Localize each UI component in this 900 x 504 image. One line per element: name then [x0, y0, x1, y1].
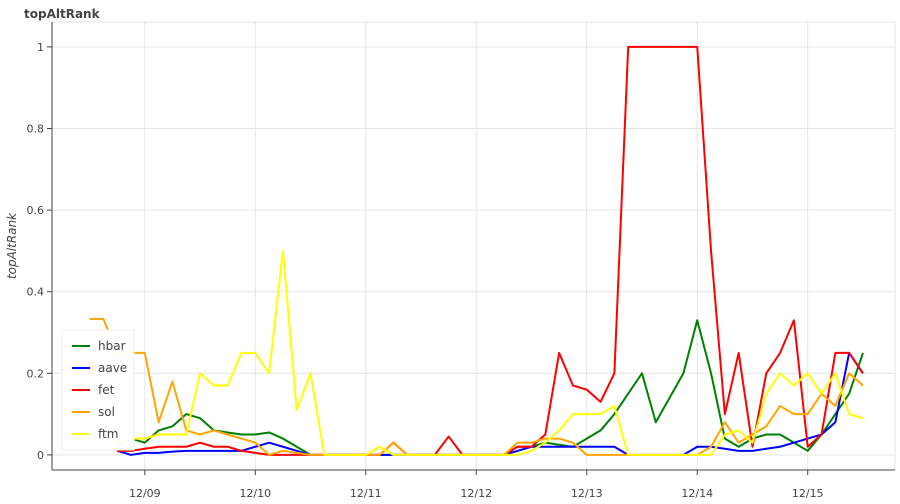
legend-label: hbar: [98, 339, 126, 353]
x-tick-label: 12/09: [129, 487, 161, 500]
chart-title: topAltRank: [24, 7, 101, 21]
y-tick-label: 1: [37, 41, 44, 54]
legend-label: aave: [98, 361, 127, 375]
axes: 0 0.2 0.4 0.6 0.8 1 12/09 12/10 12/11 12/12 12/13 1…: [27, 22, 895, 500]
y-tick-label: 0.4: [27, 286, 45, 299]
legend-label: sol: [98, 405, 115, 419]
legend: hbar aave fet sol ftm: [61, 329, 135, 451]
x-tick-label: 12/14: [681, 487, 713, 500]
y-axis-label: topAltRank: [5, 212, 19, 279]
x-tick-label: 12/12: [460, 487, 492, 500]
legend-label: ftm: [98, 427, 118, 441]
plot: [89, 45, 864, 456]
x-tick-label: 12/13: [571, 487, 603, 500]
y-tick-label: 0.8: [27, 122, 45, 135]
legend-label: fet: [98, 383, 115, 397]
x-tick-label: 12/11: [350, 487, 382, 500]
x-tick-label: 12/10: [239, 487, 271, 500]
x-tick-label: 12/15: [792, 487, 824, 500]
line-series: [116, 249, 864, 456]
y-tick-label: 0: [37, 449, 44, 462]
y-tick-label: 0.2: [27, 367, 45, 380]
y-tick-label: 0.6: [27, 204, 45, 217]
grid: [51, 21, 896, 471]
